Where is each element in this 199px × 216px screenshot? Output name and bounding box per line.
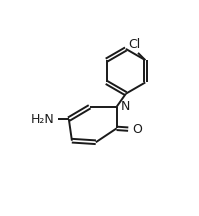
- Text: H₂N: H₂N: [31, 113, 55, 126]
- Text: Cl: Cl: [128, 38, 140, 51]
- Text: N: N: [121, 100, 130, 113]
- Text: O: O: [132, 123, 142, 136]
